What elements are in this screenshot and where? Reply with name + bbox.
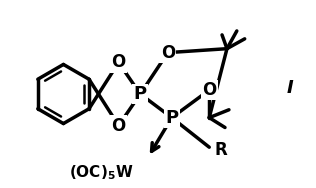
Text: I: I — [287, 79, 293, 97]
Text: P: P — [165, 109, 178, 127]
Text: O: O — [112, 117, 126, 135]
Text: O: O — [112, 53, 126, 71]
Text: O: O — [161, 44, 175, 62]
Text: $\mathbf{(OC)_5W}$: $\mathbf{(OC)_5W}$ — [69, 164, 133, 182]
Text: O: O — [202, 81, 216, 99]
Text: R: R — [214, 141, 227, 159]
Text: P: P — [134, 85, 147, 103]
